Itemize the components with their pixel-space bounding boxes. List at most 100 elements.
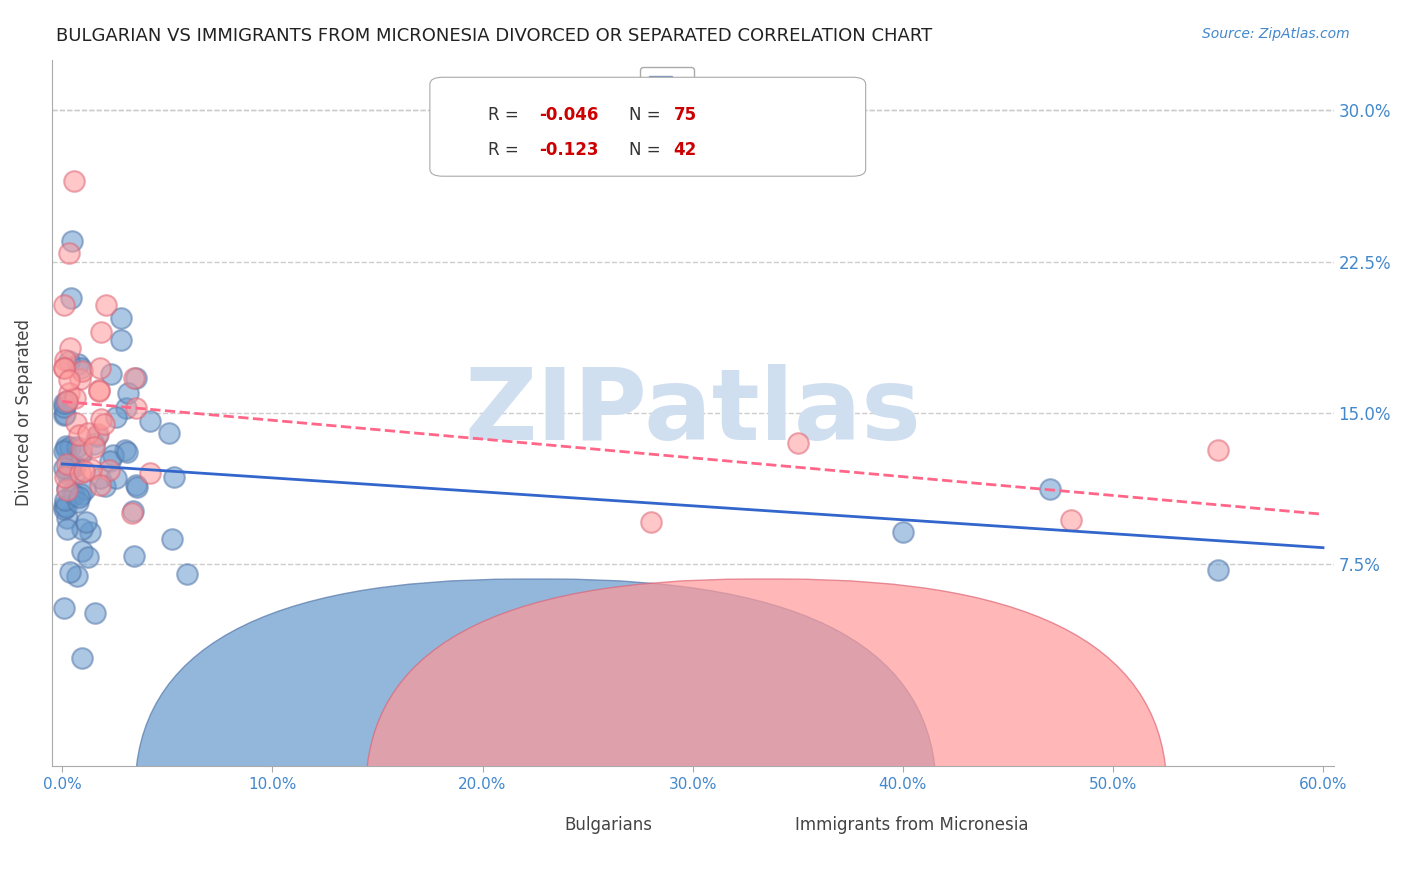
Bulgarians	[1039, 482, 1062, 496]
Immigrants from Micronesia	[65, 417, 87, 431]
Bulgarians	[63, 458, 86, 473]
Bulgarians	[58, 354, 80, 368]
Bulgarians	[53, 501, 76, 516]
Bulgarians	[59, 565, 82, 579]
Immigrants from Micronesia	[53, 298, 76, 312]
Bulgarians	[157, 425, 180, 440]
Bulgarians	[70, 360, 93, 375]
FancyBboxPatch shape	[135, 579, 936, 892]
Immigrants from Micronesia	[87, 384, 110, 398]
Bulgarians	[98, 453, 121, 467]
Immigrants from Micronesia	[55, 470, 77, 484]
Immigrants from Micronesia	[90, 325, 112, 339]
Immigrants from Micronesia	[53, 352, 76, 367]
Y-axis label: Divorced or Separated: Divorced or Separated	[15, 319, 32, 507]
Bulgarians	[105, 410, 128, 425]
Bulgarians	[55, 407, 77, 421]
Immigrants from Micronesia	[786, 435, 808, 450]
Immigrants from Micronesia	[56, 394, 79, 409]
Immigrants from Micronesia	[69, 372, 91, 386]
Bulgarians	[58, 458, 80, 473]
Text: R =: R =	[488, 105, 523, 123]
Bulgarians	[56, 394, 79, 409]
Text: N =: N =	[628, 141, 665, 159]
Bulgarians	[53, 401, 76, 415]
Bulgarians	[70, 487, 93, 501]
Bulgarians	[101, 448, 124, 462]
Immigrants from Micronesia	[58, 373, 80, 387]
Bulgarians	[114, 443, 136, 458]
Immigrants from Micronesia	[89, 477, 111, 491]
Bulgarians	[55, 439, 77, 453]
Bulgarians	[125, 480, 148, 494]
Bulgarians	[100, 367, 122, 381]
Immigrants from Micronesia	[63, 174, 86, 188]
Immigrants from Micronesia	[139, 467, 162, 481]
Bulgarians	[70, 523, 93, 537]
Immigrants from Micronesia	[67, 427, 90, 442]
Bulgarians	[89, 471, 111, 485]
Bulgarians	[53, 408, 76, 422]
Bulgarians	[70, 447, 93, 461]
Immigrants from Micronesia	[640, 515, 662, 529]
Immigrants from Micronesia	[121, 506, 143, 520]
Text: R =: R =	[488, 141, 523, 159]
Bulgarians	[83, 606, 105, 620]
Bulgarians	[53, 460, 76, 475]
Bulgarians	[59, 440, 82, 454]
Bulgarians	[55, 500, 77, 515]
Bulgarians	[59, 458, 82, 473]
Immigrants from Micronesia	[58, 246, 80, 260]
Bulgarians	[60, 235, 83, 249]
Bulgarians	[79, 524, 101, 539]
Bulgarians	[104, 471, 127, 485]
Text: N =: N =	[628, 105, 665, 123]
Bulgarians	[891, 525, 914, 540]
Bulgarians	[122, 504, 145, 518]
Bulgarians	[93, 479, 115, 493]
Bulgarians	[53, 444, 76, 458]
Bulgarians	[55, 396, 77, 410]
FancyBboxPatch shape	[366, 579, 1167, 892]
Text: ZIPatlas: ZIPatlas	[464, 365, 921, 461]
Immigrants from Micronesia	[56, 457, 79, 471]
Immigrants from Micronesia	[86, 427, 108, 442]
Immigrants from Micronesia	[55, 483, 77, 498]
Bulgarians	[56, 481, 79, 495]
Text: -0.046: -0.046	[538, 105, 598, 123]
Bulgarians	[124, 478, 146, 492]
Immigrants from Micronesia	[97, 463, 120, 477]
Immigrants from Micronesia	[73, 464, 96, 478]
Bulgarians	[115, 445, 138, 459]
Immigrants from Micronesia	[76, 425, 98, 440]
Immigrants from Micronesia	[83, 440, 105, 454]
Immigrants from Micronesia	[69, 466, 91, 480]
Bulgarians	[117, 385, 139, 400]
Bulgarians	[63, 488, 86, 502]
Bulgarians	[66, 440, 89, 454]
Text: Immigrants from Micronesia: Immigrants from Micronesia	[796, 816, 1029, 834]
Bulgarians	[55, 442, 77, 456]
Bulgarians	[1206, 563, 1229, 577]
Legend: , : ,	[640, 67, 693, 129]
Bulgarians	[55, 522, 77, 536]
Bulgarians	[114, 401, 136, 415]
Bulgarians	[160, 532, 183, 546]
Bulgarians	[65, 568, 87, 582]
Bulgarians	[60, 486, 83, 500]
Immigrants from Micronesia	[1206, 443, 1229, 458]
Text: 42: 42	[673, 141, 696, 159]
Bulgarians	[110, 333, 132, 347]
Bulgarians	[59, 291, 82, 305]
Immigrants from Micronesia	[89, 360, 111, 375]
Bulgarians	[76, 515, 98, 529]
Immigrants from Micronesia	[70, 364, 93, 378]
Immigrants from Micronesia	[89, 412, 111, 426]
Immigrants from Micronesia	[1060, 513, 1083, 527]
Bulgarians	[86, 429, 108, 443]
Bulgarians	[55, 510, 77, 524]
Text: Source: ZipAtlas.com: Source: ZipAtlas.com	[1202, 27, 1350, 41]
Bulgarians	[139, 414, 162, 428]
Bulgarians	[53, 396, 76, 410]
Immigrants from Micronesia	[94, 298, 117, 312]
